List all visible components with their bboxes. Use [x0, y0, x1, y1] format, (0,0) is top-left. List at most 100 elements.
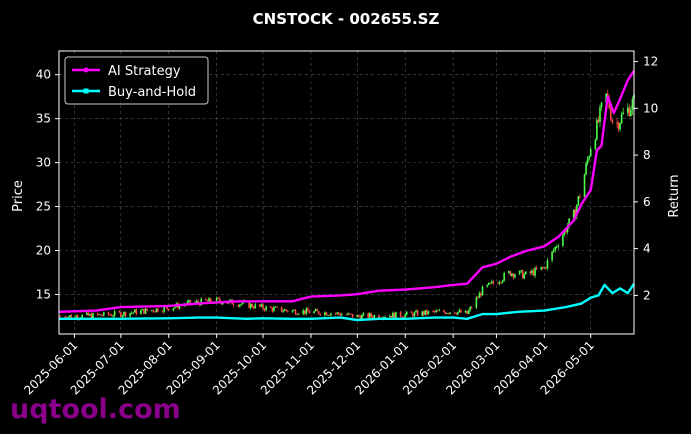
plot-frame: [58, 50, 635, 335]
candle-body: [358, 315, 360, 317]
candle-body: [313, 311, 315, 314]
candle-body: [617, 122, 620, 130]
y-tick-label-right: 2: [643, 288, 651, 302]
right-axis: 2 4 6 8 10 12: [634, 55, 658, 302]
ai-strategy-line: [58, 70, 635, 313]
candle-body: [610, 108, 612, 120]
candle-body: [432, 311, 434, 312]
candle-body: [303, 310, 306, 314]
candle-body: [325, 312, 328, 316]
candle-body: [542, 267, 544, 268]
candle-body: [402, 317, 405, 318]
candle-body: [481, 286, 484, 296]
candle-body: [208, 298, 210, 302]
candle-body: [172, 308, 175, 311]
candle-body: [129, 313, 131, 317]
candle-body: [490, 281, 493, 283]
candle-body: [531, 270, 533, 274]
candle-body: [314, 309, 317, 312]
y-tick-label-left: 20: [36, 244, 51, 258]
candle-body: [260, 304, 263, 307]
candle-body: [401, 316, 403, 318]
candle-body: [232, 304, 235, 306]
candle-body: [467, 310, 470, 314]
candle-body: [294, 309, 297, 315]
candle-body: [291, 310, 294, 312]
candle-body: [583, 174, 586, 197]
candle-body: [392, 312, 394, 318]
candle-body: [520, 270, 522, 272]
candle-body: [378, 315, 380, 319]
candle-body: [631, 99, 634, 110]
candle-body: [209, 298, 212, 303]
candle-body: [296, 314, 298, 316]
candle-body: [390, 315, 393, 318]
candle-body: [152, 310, 155, 312]
candle-body: [393, 312, 396, 319]
candle-body: [594, 139, 597, 149]
y-axis-label-left: Price: [11, 180, 26, 212]
candle-body: [263, 308, 266, 311]
candle-body: [99, 314, 102, 316]
candle-body: [206, 300, 209, 302]
legend-ai-label: AI Strategy: [108, 64, 181, 79]
y-tick-label-right: 8: [643, 148, 651, 162]
candle-body: [276, 306, 278, 308]
candle-body: [124, 311, 127, 317]
price-candles: [59, 89, 635, 321]
candle-body: [146, 308, 148, 311]
candle-body: [135, 309, 138, 315]
candle-body: [405, 311, 408, 315]
candle-body: [605, 93, 607, 103]
candle-body: [92, 313, 94, 319]
candle-body: [447, 313, 450, 315]
candle-body: [252, 307, 255, 309]
candle-body: [130, 312, 133, 314]
candle-body: [535, 267, 538, 270]
candle-body: [525, 271, 527, 275]
return-lines: [58, 70, 636, 322]
candle-body: [274, 306, 277, 308]
candle-body: [574, 209, 577, 216]
candle-body: [86, 312, 88, 315]
candle-body: [460, 310, 462, 313]
candle-body: [107, 312, 110, 315]
candle-body: [449, 312, 451, 314]
candle-body: [222, 303, 224, 305]
candle-body: [87, 312, 90, 316]
candle-body: [455, 313, 458, 315]
candle-body: [498, 282, 501, 284]
candle-body: [155, 308, 158, 312]
candle-body: [395, 311, 397, 319]
candle-body: [163, 306, 165, 312]
candle-body: [308, 311, 311, 314]
candle-body: [217, 297, 220, 299]
candle-body: [242, 301, 244, 304]
candle-body: [195, 300, 198, 303]
candle-body: [511, 273, 513, 276]
candle-body: [286, 310, 289, 312]
legend-box: [64, 56, 209, 105]
candle-body: [426, 310, 428, 315]
candle-body: [345, 314, 348, 316]
candle-body: [552, 250, 555, 252]
watermark: uqtool.com: [10, 394, 181, 425]
candle-body: [133, 309, 136, 313]
candle-body: [262, 304, 264, 309]
candle-body: [144, 308, 147, 314]
candle-body: [503, 273, 505, 281]
candle-body: [551, 251, 553, 261]
candle-body: [410, 311, 413, 314]
candle-body: [433, 311, 436, 312]
candle-body: [492, 281, 495, 284]
candle-body: [75, 315, 77, 318]
candle-body: [166, 306, 168, 309]
y-tick-label-left: 15: [36, 287, 51, 301]
candle-body: [501, 280, 504, 283]
candle-body: [579, 196, 581, 198]
candle-body: [458, 310, 461, 312]
legend-bh-marker: [83, 88, 89, 94]
candle-body: [599, 107, 601, 123]
candle-body: [70, 315, 73, 318]
candle-body: [64, 316, 66, 318]
